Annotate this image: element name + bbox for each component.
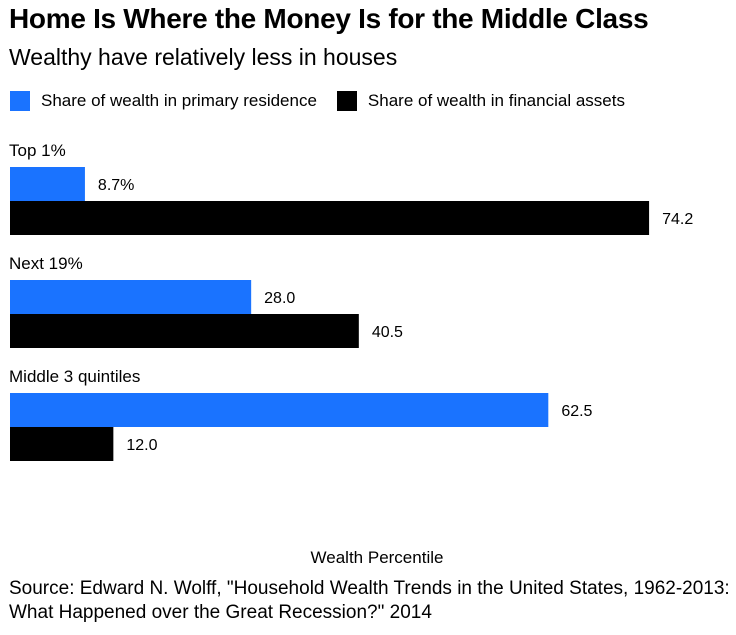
category-label-top-1: Top 1% [9,141,66,160]
bar-residence-top-1 [10,167,85,201]
value-label-financial-top-1: 74.2 [662,211,693,228]
bar-chart: Top 1% 8.7% 74.2 Next 19% 28.0 40.5 Middle 3 q… [9,141,693,461]
bar-residence-middle-3-quintiles [10,393,549,427]
bar-residence-next-19 [10,280,252,314]
value-label-financial-middle-3-quintiles: 12.0 [126,437,157,454]
legend-item-residence: Share of wealth in primary residence [10,91,317,111]
x-axis-title: Wealth Percentile [310,548,444,567]
legend-label-residence: Share of wealth in primary residence [41,91,317,110]
chart-title: Home Is Where the Money Is for the Middl… [9,3,649,34]
bar-financial-next-19 [10,314,359,348]
legend-swatch-financial [336,91,357,111]
value-label-residence-middle-3-quintiles: 62.5 [561,403,592,420]
category-label-middle-3-quintiles: Middle 3 quintiles [9,367,140,386]
value-label-residence-top-1: 8.7% [98,177,134,194]
value-label-residence-next-19: 28.0 [264,290,295,307]
legend-label-financial: Share of wealth in financial assets [367,91,625,110]
bar-financial-top-1 [10,201,650,235]
chart-legend: Share of wealth in primary residence Sha… [10,90,625,112]
legend-swatch-residence [10,91,30,111]
source-note: Source: Edward N. Wolff, "Household Weal… [9,578,730,623]
category-label-next-19: Next 19% [9,254,83,273]
legend-item-financial: Share of wealth in financial assets [336,91,625,111]
bar-financial-middle-3-quintiles [10,427,114,461]
value-label-financial-next-19: 40.5 [372,324,403,341]
chart-subtitle: Wealthy have relatively less in houses [9,44,398,70]
